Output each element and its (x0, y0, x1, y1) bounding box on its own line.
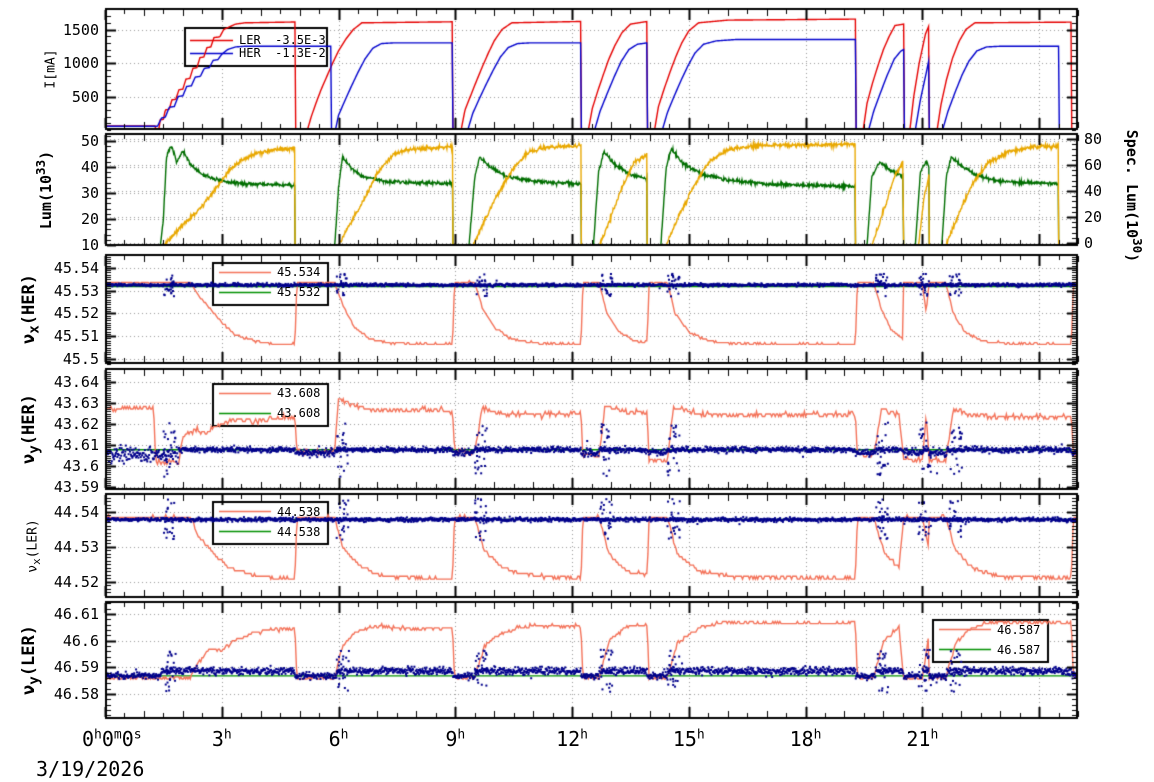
y-tick-label: 43.61 (53, 436, 99, 455)
y-tick-label: 45.53 (53, 281, 99, 300)
y-tick-label: 46.59 (53, 658, 99, 677)
y-tick-label: 50 (80, 132, 99, 151)
y-tick-label: 43.64 (53, 373, 99, 392)
y-tick-label: 40 (80, 158, 99, 177)
y-tick-label: 500 (71, 87, 99, 106)
legend-nuy-ler-knob: 46.587 (997, 623, 1041, 637)
y-tick-label: 43.63 (53, 394, 99, 413)
y-tick-label: 46.61 (53, 605, 99, 624)
x-tick-label: 6h (328, 727, 349, 751)
right-y-tick-label: 20 (1084, 208, 1103, 226)
y-tick-label: 45.51 (53, 327, 99, 346)
y-tick-label: 45.54 (53, 258, 99, 277)
date-label: 3/19/2026 (36, 757, 145, 781)
y-axis-title-specific-luminosity: Spec. Lum(1030) (1123, 129, 1145, 263)
y-tick-label: 30 (80, 184, 99, 202)
x-tick-label: 12h (556, 727, 588, 751)
y-tick-label: 46.6 (62, 631, 99, 650)
x-tick-label: 3h (211, 727, 232, 751)
y-tick-label: 44.52 (53, 572, 99, 591)
y-tick-label: 43.62 (53, 415, 99, 434)
y-tick-label: 44.53 (53, 537, 99, 556)
y-tick-label: 20 (80, 209, 99, 228)
right-y-tick-label: 0 (1084, 234, 1094, 252)
legend-nuy-her-knob: 43.608 (277, 386, 321, 400)
legend-current-her: HER -1.3E-2 (239, 46, 326, 60)
legend-nux-ler-set: 44.538 (277, 525, 321, 539)
y-tick-label: 1000 (62, 54, 99, 72)
legend-nux-her-knob: 45.534 (277, 265, 321, 279)
y-tick-label: 44.54 (53, 502, 99, 521)
right-y-tick-label: 40 (1084, 181, 1103, 200)
y-tick-label: 43.6 (62, 457, 99, 476)
y-tick-label: 1500 (62, 20, 99, 39)
legend-nux-ler-knob: 44.538 (277, 505, 321, 519)
x-tick-label: 0h0m0s (82, 727, 142, 751)
y-tick-label: 45.5 (62, 349, 99, 368)
x-tick-label: 9h (445, 727, 466, 751)
y-tick-label: 46.58 (53, 684, 99, 703)
x-tick-label: 15h (672, 727, 705, 751)
y-tick-label: 45.52 (53, 304, 99, 323)
legend-current-ler: LER -3.5E-3 (239, 33, 326, 47)
x-tick-label: 18h (789, 727, 822, 751)
legend-nux-her-set: 45.532 (277, 285, 321, 299)
y-tick-label: 43.59 (53, 478, 99, 497)
legend-nuy-ler-set: 46.587 (997, 643, 1041, 657)
y-tick-label: 10 (80, 235, 99, 254)
legend-nuy-her-set: 43.608 (277, 406, 321, 420)
right-y-tick-label: 60 (1084, 155, 1103, 174)
right-y-tick-label: 80 (1084, 129, 1103, 148)
x-tick-label: 21h (906, 727, 939, 751)
